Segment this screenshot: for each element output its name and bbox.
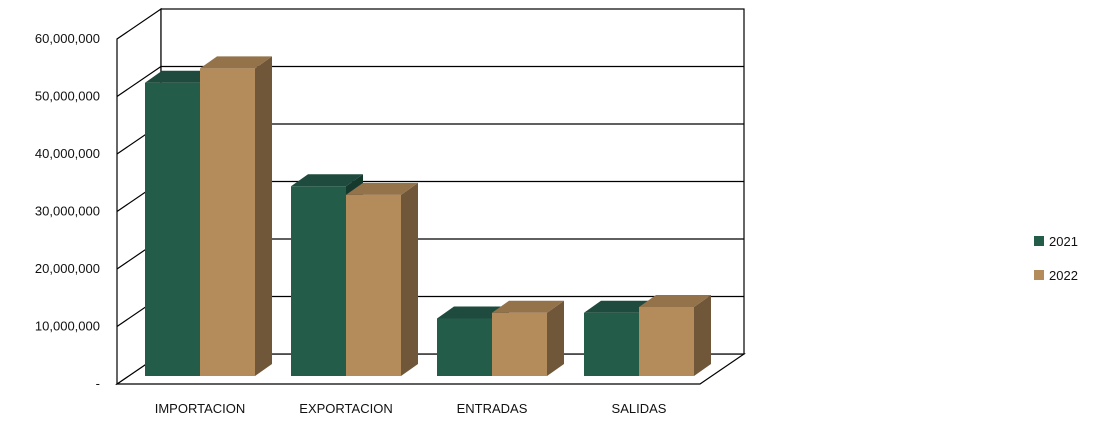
x-tick-label: IMPORTACION [155,401,246,416]
y-axis: - 10,000,000 20,000,000 30,000,000 40,000,00… [35,31,100,391]
y-tick-label: 10,000,000 [35,319,100,334]
y-tick-label: 40,000,000 [35,146,100,161]
bar-top-face [145,70,217,83]
bar-top-face [437,306,509,319]
bar [492,300,564,376]
x-tick-label: SALIDAS [612,401,667,416]
bar-top-face [200,56,272,69]
y-tick-label: 20,000,000 [35,261,100,276]
bar-front-face [492,312,547,376]
bar-front-face [346,194,401,376]
bar-side-face [255,56,272,376]
bar-top-face [639,295,711,307]
bar [639,295,711,376]
bar-side-face [401,182,418,376]
legend-swatch [1034,270,1044,280]
bar-front-face [639,307,694,376]
y-tick-label: 60,000,000 [35,31,100,46]
y-tick-label: 30,000,000 [35,204,100,219]
gridline [116,65,744,97]
bar-front-face [200,68,255,376]
bar [346,182,418,376]
bar-top-face [584,300,656,313]
bars [145,56,711,376]
bar-side-face [694,295,711,376]
bar-front-face [437,318,492,376]
bar [200,56,272,376]
x-axis: IMPORTACION EXPORTACION ENTRADAS SALIDAS [155,401,667,416]
bar-top-face [346,182,418,195]
x-tick-label: EXPORTACION [299,401,392,416]
x-tick-label: ENTRADAS [457,401,528,416]
bar-front-face [291,186,346,376]
bar-front-face [145,82,200,376]
legend-item: 2022 [1034,268,1078,283]
legend-label: 2021 [1049,234,1078,249]
bar-front-face [584,312,639,376]
legend-swatch [1034,236,1044,246]
y-tick-label: - [96,376,100,391]
y-tick-label: 50,000,000 [35,89,100,104]
bar-top-face [291,174,363,187]
legend: 2021 2022 [1034,234,1078,283]
legend-label: 2022 [1049,268,1078,283]
bar-side-face [547,300,564,376]
bar-top-face [492,300,564,313]
legend-item: 2021 [1034,234,1078,249]
